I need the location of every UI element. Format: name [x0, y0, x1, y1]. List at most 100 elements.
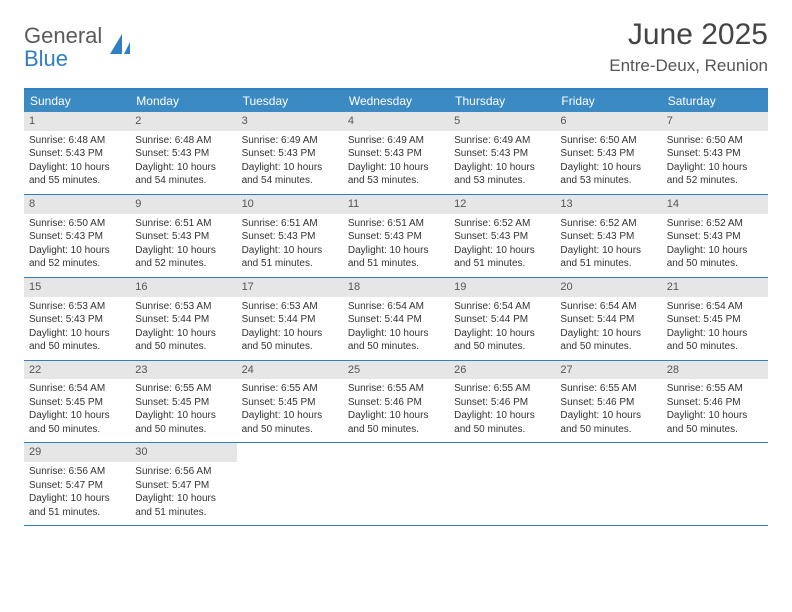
- day-number: 6: [555, 112, 661, 131]
- daylight-text: Daylight: 10 hours and 51 minutes.: [135, 492, 231, 519]
- day-body: Sunrise: 6:50 AMSunset: 5:43 PMDaylight:…: [662, 131, 768, 194]
- day-cell: 28Sunrise: 6:55 AMSunset: 5:46 PMDayligh…: [662, 361, 768, 443]
- day-number: 24: [237, 361, 343, 380]
- sunset-text: Sunset: 5:43 PM: [242, 147, 338, 161]
- day-body: Sunrise: 6:56 AMSunset: 5:47 PMDaylight:…: [24, 462, 130, 525]
- sunrise-text: Sunrise: 6:55 AM: [242, 382, 338, 396]
- dow-cell: Friday: [555, 90, 661, 112]
- daylight-text: Daylight: 10 hours and 51 minutes.: [560, 244, 656, 271]
- sunset-text: Sunset: 5:43 PM: [29, 313, 125, 327]
- day-cell: 3Sunrise: 6:49 AMSunset: 5:43 PMDaylight…: [237, 112, 343, 194]
- sunset-text: Sunset: 5:43 PM: [29, 147, 125, 161]
- day-body: Sunrise: 6:54 AMSunset: 5:45 PMDaylight:…: [24, 379, 130, 442]
- day-body: Sunrise: 6:55 AMSunset: 5:45 PMDaylight:…: [237, 379, 343, 442]
- sunrise-text: Sunrise: 6:55 AM: [348, 382, 444, 396]
- daylight-text: Daylight: 10 hours and 54 minutes.: [135, 161, 231, 188]
- sunset-text: Sunset: 5:43 PM: [560, 230, 656, 244]
- sunrise-text: Sunrise: 6:54 AM: [29, 382, 125, 396]
- calendar-week: 22Sunrise: 6:54 AMSunset: 5:45 PMDayligh…: [24, 361, 768, 444]
- daylight-text: Daylight: 10 hours and 53 minutes.: [348, 161, 444, 188]
- day-body: Sunrise: 6:55 AMSunset: 5:46 PMDaylight:…: [555, 379, 661, 442]
- day-cell: 15Sunrise: 6:53 AMSunset: 5:43 PMDayligh…: [24, 278, 130, 360]
- sunset-text: Sunset: 5:43 PM: [29, 230, 125, 244]
- day-cell: 20Sunrise: 6:54 AMSunset: 5:44 PMDayligh…: [555, 278, 661, 360]
- page-title: June 2025: [609, 18, 768, 52]
- day-cell: 27Sunrise: 6:55 AMSunset: 5:46 PMDayligh…: [555, 361, 661, 443]
- day-number: 29: [24, 443, 130, 462]
- day-cell: 11 Sunrise: 6:51 AMSunset: 5:43 PMDayligh…: [343, 195, 449, 277]
- daylight-text: Daylight: 10 hours and 50 minutes.: [135, 327, 231, 354]
- sunset-text: Sunset: 5:43 PM: [348, 230, 444, 244]
- day-body: Sunrise: 6:54 AMSunset: 5:44 PMDaylight:…: [555, 297, 661, 360]
- sunrise-text: Sunrise: 6:55 AM: [667, 382, 763, 396]
- day-number: 5: [449, 112, 555, 131]
- day-body: Sunrise: 6:48 AMSunset: 5:43 PMDaylight:…: [130, 131, 236, 194]
- day-body: Sunrise: 6:56 AMSunset: 5:47 PMDaylight:…: [130, 462, 236, 525]
- day-number: 13: [555, 195, 661, 214]
- sunset-text: Sunset: 5:43 PM: [454, 230, 550, 244]
- logo-text-blue: Blue: [24, 46, 68, 71]
- day-number: [449, 443, 555, 462]
- dow-cell: Thursday: [449, 90, 555, 112]
- day-cell: [555, 443, 661, 525]
- daylight-text: Daylight: 10 hours and 51 minutes.: [242, 244, 338, 271]
- day-number: 17: [237, 278, 343, 297]
- dow-cell: Wednesday: [343, 90, 449, 112]
- logo: General Blue: [24, 18, 134, 70]
- sunrise-text: Sunrise: 6:52 AM: [454, 217, 550, 231]
- sunset-text: Sunset: 5:46 PM: [454, 396, 550, 410]
- sunset-text: Sunset: 5:47 PM: [29, 479, 125, 493]
- daylight-text: Daylight: 10 hours and 52 minutes.: [29, 244, 125, 271]
- sunset-text: Sunset: 5:43 PM: [242, 230, 338, 244]
- dow-cell: Monday: [130, 90, 236, 112]
- daylight-text: Daylight: 10 hours and 53 minutes.: [454, 161, 550, 188]
- sunset-text: Sunset: 5:46 PM: [667, 396, 763, 410]
- location-label: Entre-Deux, Reunion: [609, 56, 768, 76]
- sunrise-text: Sunrise: 6:54 AM: [454, 300, 550, 314]
- day-number: 4: [343, 112, 449, 131]
- calendar-week: 15Sunrise: 6:53 AMSunset: 5:43 PMDayligh…: [24, 278, 768, 361]
- day-number: 30: [130, 443, 236, 462]
- day-cell: 16Sunrise: 6:53 AMSunset: 5:44 PMDayligh…: [130, 278, 236, 360]
- sunrise-text: Sunrise: 6:51 AM: [242, 217, 338, 231]
- sunrise-text: Sunrise: 6:52 AM: [560, 217, 656, 231]
- day-cell: 5Sunrise: 6:49 AMSunset: 5:43 PMDaylight…: [449, 112, 555, 194]
- day-cell: 29Sunrise: 6:56 AMSunset: 5:47 PMDayligh…: [24, 443, 130, 525]
- day-body: Sunrise: 6:51 AMSunset: 5:43 PMDaylight:…: [130, 214, 236, 277]
- day-cell: 6Sunrise: 6:50 AMSunset: 5:43 PMDaylight…: [555, 112, 661, 194]
- day-body: Sunrise: 6:49 AMSunset: 5:43 PMDaylight:…: [343, 131, 449, 194]
- calendar-body: 1Sunrise: 6:48 AMSunset: 5:43 PMDaylight…: [24, 112, 768, 526]
- day-number: [343, 443, 449, 462]
- day-body: Sunrise: 6:54 AMSunset: 5:44 PMDaylight:…: [449, 297, 555, 360]
- daylight-text: Daylight: 10 hours and 50 minutes.: [667, 409, 763, 436]
- day-cell: 13 Sunrise: 6:52 AMSunset: 5:43 PMDayligh…: [555, 195, 661, 277]
- daylight-text: Daylight: 10 hours and 51 minutes.: [454, 244, 550, 271]
- day-body: Sunrise: 6:54 AMSunset: 5:44 PMDaylight:…: [343, 297, 449, 360]
- daylight-text: Daylight: 10 hours and 50 minutes.: [560, 409, 656, 436]
- sunset-text: Sunset: 5:43 PM: [667, 230, 763, 244]
- logo-sail-icon: [108, 32, 134, 63]
- day-number: 18: [343, 278, 449, 297]
- sunrise-text: Sunrise: 6:48 AM: [135, 134, 231, 148]
- day-number: 11: [343, 195, 449, 214]
- daylight-text: Daylight: 10 hours and 50 minutes.: [454, 409, 550, 436]
- daylight-text: Daylight: 10 hours and 50 minutes.: [29, 327, 125, 354]
- day-cell: 10Sunrise: 6:51 AMSunset: 5:43 PMDayligh…: [237, 195, 343, 277]
- day-cell: 23Sunrise: 6:55 AMSunset: 5:45 PMDayligh…: [130, 361, 236, 443]
- sunrise-text: Sunrise: 6:56 AM: [29, 465, 125, 479]
- day-number: 1: [24, 112, 130, 131]
- day-number: 21: [662, 278, 768, 297]
- sunset-text: Sunset: 5:43 PM: [454, 147, 550, 161]
- day-cell: 17Sunrise: 6:53 AMSunset: 5:44 PMDayligh…: [237, 278, 343, 360]
- calendar-week: 8Sunrise: 6:50 AMSunset: 5:43 PMDaylight…: [24, 195, 768, 278]
- daylight-text: Daylight: 10 hours and 50 minutes.: [242, 409, 338, 436]
- day-body: Sunrise: 6:55 AMSunset: 5:46 PMDaylight:…: [343, 379, 449, 442]
- day-number: 27: [555, 361, 661, 380]
- day-cell: 18Sunrise: 6:54 AMSunset: 5:44 PMDayligh…: [343, 278, 449, 360]
- sunrise-text: Sunrise: 6:51 AM: [348, 217, 444, 231]
- daylight-text: Daylight: 10 hours and 51 minutes.: [348, 244, 444, 271]
- sunrise-text: Sunrise: 6:53 AM: [29, 300, 125, 314]
- dow-cell: Sunday: [24, 90, 130, 112]
- day-number: 20: [555, 278, 661, 297]
- daylight-text: Daylight: 10 hours and 50 minutes.: [348, 327, 444, 354]
